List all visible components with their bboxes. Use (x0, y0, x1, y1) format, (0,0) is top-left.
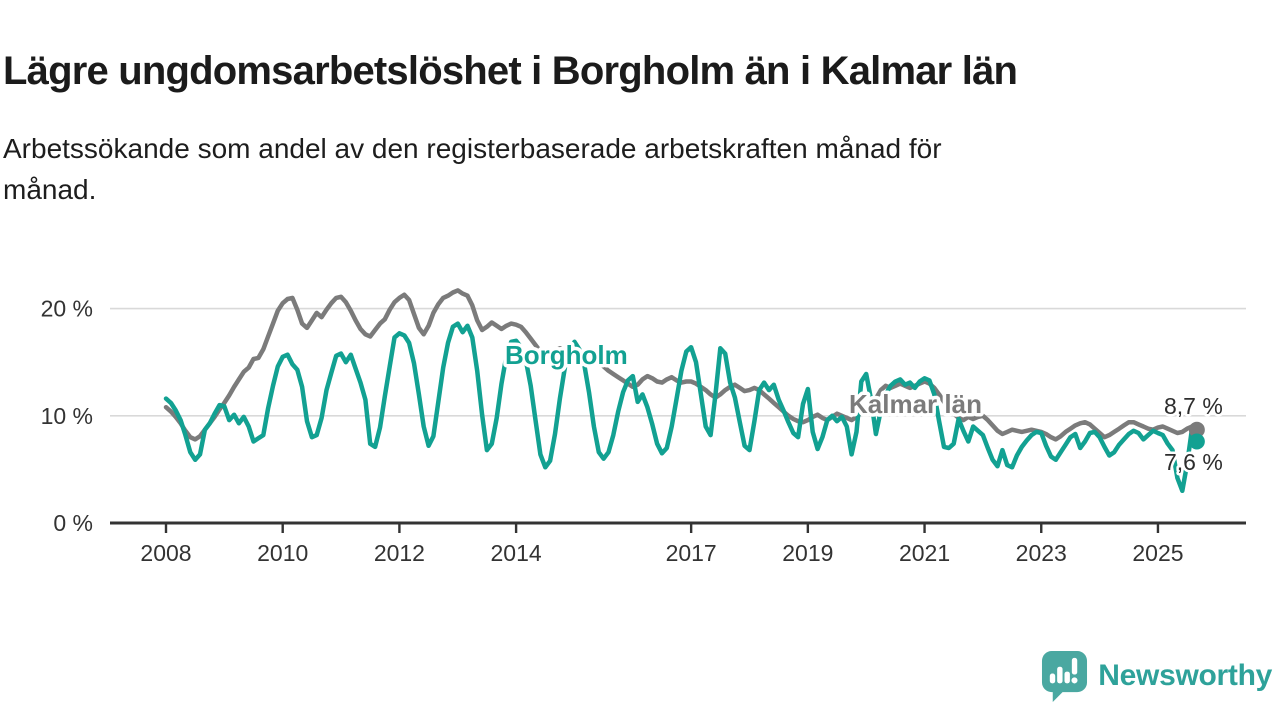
subtitle-line-2: månad. (3, 174, 97, 206)
series-label-borgholm: Borgholm (505, 340, 628, 370)
x-tick-label-2014: 2014 (491, 540, 542, 566)
chart-subtitle: Arbetssökande som andel av den registerb… (3, 128, 1223, 211)
newsworthy-logo: Newsworthy (1041, 650, 1272, 702)
x-tick-label-2025: 2025 (1132, 540, 1183, 566)
end-value-label-borgholm: 7,6 % (1164, 449, 1223, 475)
x-tick-label-2017: 2017 (666, 540, 717, 566)
chart-title: Lägre ungdomsarbetslöshet i Borgholm än … (3, 48, 1018, 93)
x-tick-label-2019: 2019 (782, 540, 833, 566)
series-line-borgholm (163, 321, 1200, 494)
x-tick-label-2012: 2012 (374, 540, 425, 566)
y-tick-label-0: 0 % (53, 510, 93, 536)
x-tick-label-2010: 2010 (257, 540, 308, 566)
x-tick-label-2008: 2008 (140, 540, 191, 566)
subtitle-line-1: Arbetssökande som andel av den registerb… (3, 133, 942, 164)
newsworthy-wordmark: Newsworthy (1098, 659, 1272, 692)
series-label-kalmar-län: Kalmar län (849, 389, 982, 419)
y-tick-label-10: 10 % (41, 403, 93, 429)
end-dot-kalmar-län (1188, 421, 1205, 438)
end-dot-borgholm (1188, 433, 1205, 450)
newsworthy-bubble-icon (1042, 651, 1088, 702)
end-value-label-kalmar-län: 8,7 % (1164, 393, 1223, 419)
x-tick-label-2021: 2021 (899, 540, 950, 566)
y-tick-label-20: 20 % (41, 296, 93, 322)
x-tick-label-2023: 2023 (1016, 540, 1067, 566)
